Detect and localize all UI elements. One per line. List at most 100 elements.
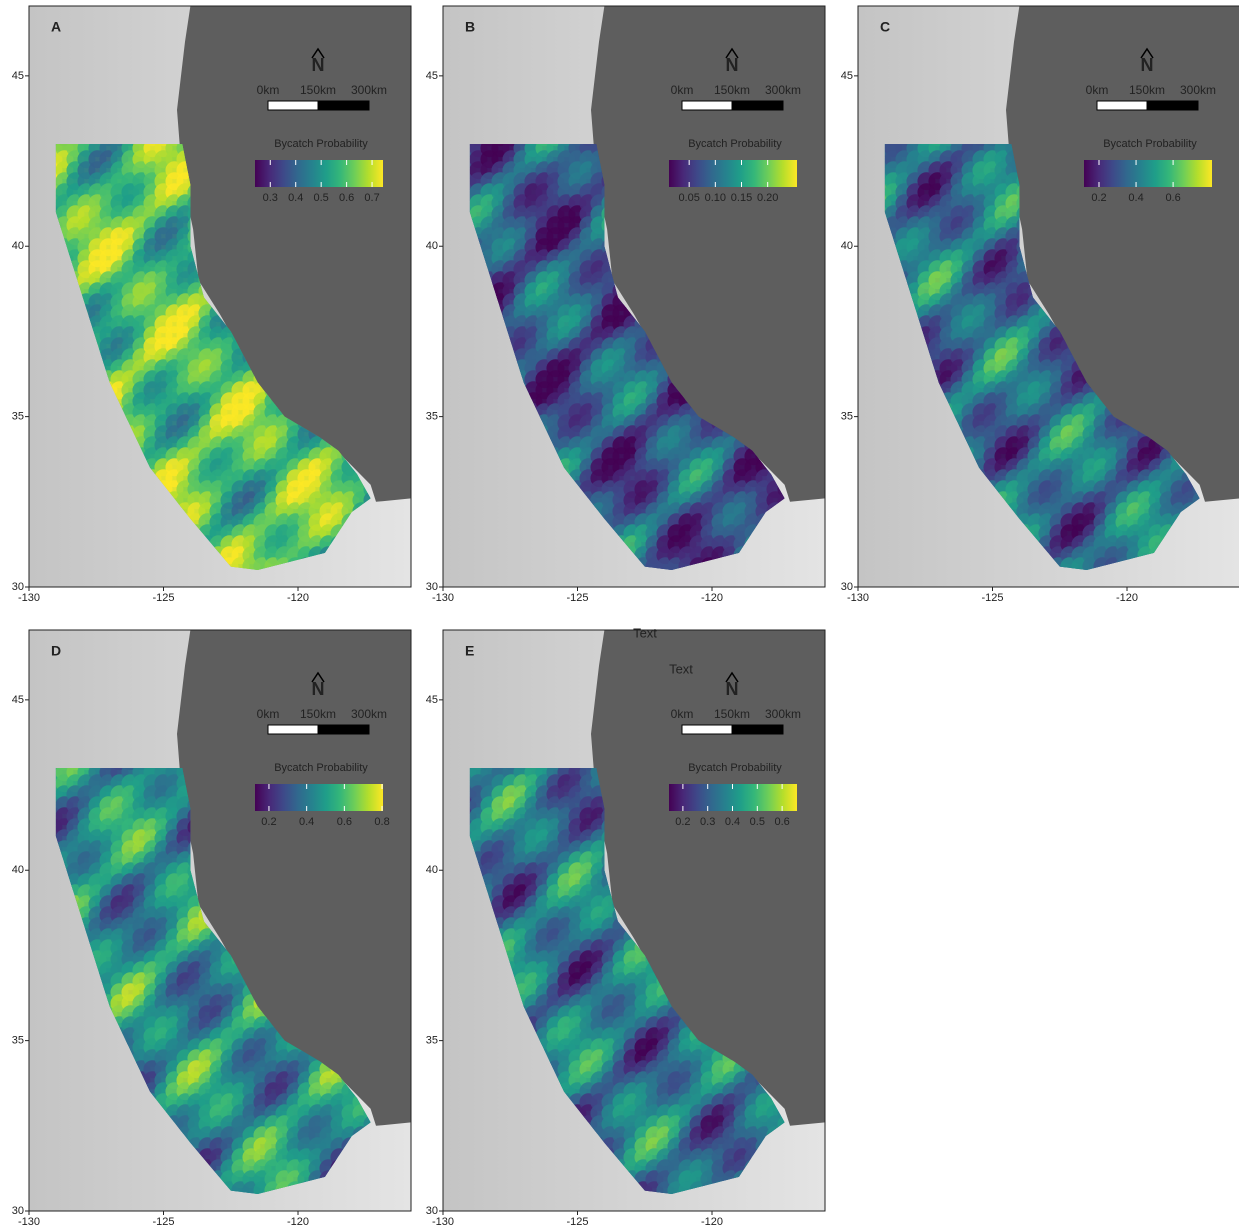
y-tick-label: 45 <box>12 694 24 706</box>
north-arrow: N <box>726 679 739 699</box>
x-tick-label: -125 <box>566 592 588 604</box>
colorbar-tick-label: 0.05 <box>678 192 699 204</box>
x-tick-label: -130 <box>18 592 40 604</box>
panel-label: C <box>880 19 890 35</box>
scale-label: 300km <box>765 83 801 97</box>
colorbar-tick-label: 0.6 <box>1165 192 1180 204</box>
scale-label: 0km <box>1086 83 1109 97</box>
colorbar-tick-label: 0.6 <box>339 192 354 204</box>
x-tick-label: -120 <box>701 592 723 604</box>
scale-label: 300km <box>351 707 387 721</box>
x-tick-label: -125 <box>981 592 1003 604</box>
scale-bar <box>318 101 369 110</box>
scale-bar <box>1097 101 1147 110</box>
legend-title: Bycatch Probability <box>274 138 368 150</box>
colorbar <box>669 160 797 187</box>
x-tick-label: -120 <box>287 592 309 604</box>
scale-label: 300km <box>1180 83 1216 97</box>
x-tick-label: -130 <box>847 592 869 604</box>
scale-label: 0km <box>257 83 280 97</box>
colorbar-tick-label: 0.5 <box>750 816 765 828</box>
colorbar-tick-label: 0.20 <box>757 192 778 204</box>
scale-label: 0km <box>671 707 694 721</box>
colorbar-tick-label: 0.8 <box>374 816 389 828</box>
scale-label: 150km <box>300 707 336 721</box>
colorbar-tick-label: 0.3 <box>263 192 278 204</box>
panel-label: A <box>51 19 61 35</box>
y-tick-label: 30 <box>426 1205 438 1217</box>
y-tick-label: 40 <box>12 864 24 876</box>
y-tick-label: 35 <box>426 411 438 423</box>
colorbar-tick-label: 0.5 <box>314 192 329 204</box>
scale-bar <box>682 101 732 110</box>
panel-label: D <box>51 643 61 659</box>
colorbar-tick-label: 0.10 <box>705 192 726 204</box>
colorbar-tick-label: 0.3 <box>700 816 715 828</box>
y-tick-label: 35 <box>841 411 853 423</box>
x-tick-label: -125 <box>566 1216 588 1226</box>
scale-bar <box>732 725 783 734</box>
colorbar-tick-label: 0.6 <box>337 816 352 828</box>
north-arrow: N <box>312 679 325 699</box>
scale-bar <box>732 101 783 110</box>
colorbar <box>255 160 383 187</box>
y-tick-label: 45 <box>426 70 438 82</box>
colorbar-tick-label: 0.2 <box>675 816 690 828</box>
map-panel: B -130 -125 -120 30 35 40 45 N 0km 150km 300km Bycat… <box>426 6 825 604</box>
scale-label: 150km <box>300 83 336 97</box>
y-tick-label: 45 <box>426 694 438 706</box>
x-tick-label: -130 <box>432 592 454 604</box>
scale-bar <box>682 725 732 734</box>
x-tick-label: -125 <box>152 592 174 604</box>
legend-title: Bycatch Probability <box>1103 138 1197 150</box>
map-panel: C -130 -125 -120 30 35 40 45 N 0km 150km 300km Bycat… <box>841 6 1239 604</box>
x-tick-label: -120 <box>701 1216 723 1226</box>
north-arrow: N <box>726 55 739 75</box>
annotation: Text <box>669 661 693 676</box>
legend-title: Bycatch Probability <box>274 762 368 774</box>
colorbar-tick-label: 0.4 <box>1128 192 1143 204</box>
x-tick-label: -120 <box>1116 592 1138 604</box>
colorbar-tick-label: 0.4 <box>725 816 740 828</box>
y-tick-label: 30 <box>426 581 438 593</box>
colorbar-tick-label: 0.15 <box>731 192 752 204</box>
colorbar-tick-label: 0.7 <box>364 192 379 204</box>
colorbar <box>255 784 383 811</box>
legend-title: Bycatch Probability <box>688 138 782 150</box>
scale-label: 150km <box>1129 83 1165 97</box>
scale-bar <box>1147 101 1198 110</box>
y-tick-label: 35 <box>12 1035 24 1047</box>
y-tick-label: 45 <box>12 70 24 82</box>
colorbar <box>1084 160 1212 187</box>
map-panel: A-130-125-12030354045N0km150km300kmBycat… <box>12 6 411 604</box>
annotation: Text <box>633 625 657 640</box>
map-panel: D-130-125-12030354045N0km150km300kmBycat… <box>12 630 411 1226</box>
colorbar-tick-label: 0.6 <box>774 816 789 828</box>
colorbar-tick-label: 0.2 <box>261 816 276 828</box>
scale-bar <box>268 725 318 734</box>
x-tick-label: -120 <box>287 1216 309 1226</box>
scale-label: 300km <box>351 83 387 97</box>
y-tick-label: 35 <box>12 411 24 423</box>
y-tick-label: 35 <box>426 1035 438 1047</box>
scale-bar <box>268 101 318 110</box>
scale-label: 150km <box>714 83 750 97</box>
north-arrow: N <box>1141 55 1154 75</box>
x-tick-label: -125 <box>152 1216 174 1226</box>
y-tick-label: 40 <box>12 240 24 252</box>
legend-title: Bycatch Probability <box>688 762 782 774</box>
map-panel: E-130-125-12030354045N0km150km300kmBycat… <box>426 630 825 1226</box>
panel-label: B <box>465 19 475 35</box>
scale-label: 0km <box>257 707 280 721</box>
y-tick-label: 40 <box>426 240 438 252</box>
scale-label: 0km <box>671 83 694 97</box>
x-tick-label: -130 <box>18 1216 40 1226</box>
y-tick-label: 45 <box>841 70 853 82</box>
y-tick-label: 30 <box>12 581 24 593</box>
scale-label: 150km <box>714 707 750 721</box>
colorbar-tick-label: 0.2 <box>1091 192 1106 204</box>
y-tick-label: 30 <box>841 581 853 593</box>
x-tick-label: -130 <box>432 1216 454 1226</box>
y-tick-label: 40 <box>426 864 438 876</box>
y-tick-label: 40 <box>841 240 853 252</box>
